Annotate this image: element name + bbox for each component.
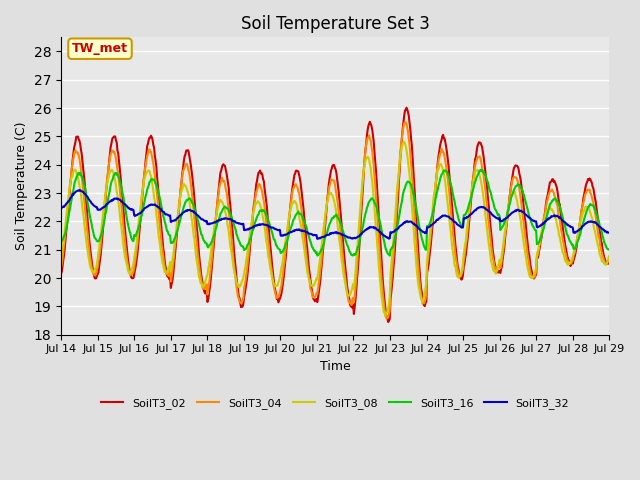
Legend: SoilT3_02, SoilT3_04, SoilT3_08, SoilT3_16, SoilT3_32: SoilT3_02, SoilT3_04, SoilT3_08, SoilT3_… bbox=[97, 394, 573, 414]
Y-axis label: Soil Temperature (C): Soil Temperature (C) bbox=[15, 122, 28, 250]
Text: TW_met: TW_met bbox=[72, 42, 128, 55]
X-axis label: Time: Time bbox=[320, 360, 351, 373]
Title: Soil Temperature Set 3: Soil Temperature Set 3 bbox=[241, 15, 429, 33]
